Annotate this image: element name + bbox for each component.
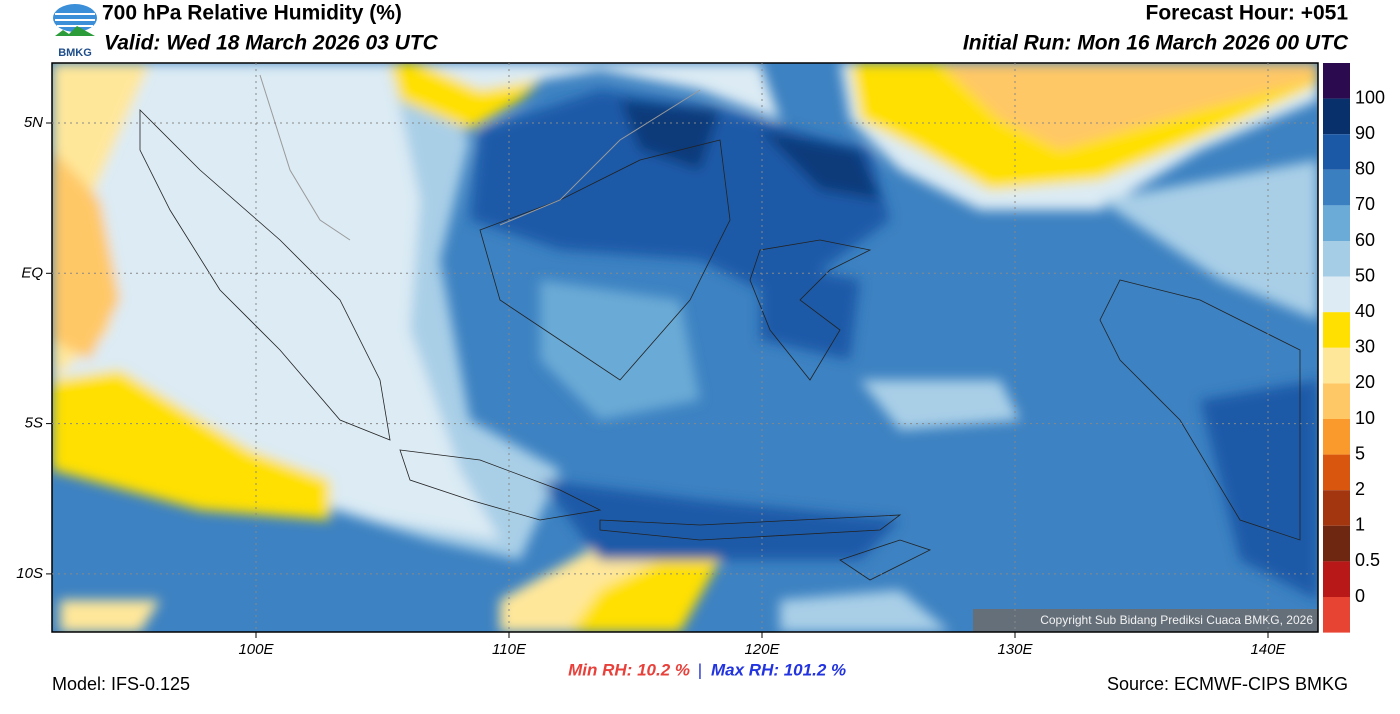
colorbar-label: 20 (1355, 372, 1375, 392)
colorbar: 100 90 80 70 60 50 40 30 20 10 5 2 1 0.5 0 (1323, 63, 1385, 633)
valid-time: Valid: Wed 18 March 2026 03 UTC (104, 32, 439, 55)
forecast-hour: Forecast Hour: +051 (1146, 2, 1349, 25)
source: Source: ECMWF-CIPS BMKG (1107, 674, 1348, 694)
lon-label: 100E (238, 641, 274, 658)
colorbar-label: 5 (1355, 443, 1365, 463)
map-frame (51, 62, 1319, 633)
lat-label: 5S (25, 415, 43, 432)
initial-run: Initial Run: Mon 16 March 2026 00 UTC (963, 32, 1349, 55)
lon-label: 140E (1250, 641, 1286, 658)
copyright: Copyright Sub Bidang Prediksi Cuaca BMKG… (1040, 613, 1313, 627)
lat-label: 10S (16, 565, 43, 582)
lon-label: 120E (744, 641, 780, 658)
colorbar-label: 90 (1355, 123, 1375, 143)
colorbar-label: 60 (1355, 230, 1375, 250)
axes: 5N EQ 5S 10S 100E 110E 120E 130E 140E (16, 63, 1318, 658)
colorbar-label: 80 (1355, 159, 1375, 179)
title: 700 hPa Relative Humidity (%) (102, 2, 402, 25)
humidity-field (52, 63, 1318, 632)
model: Model: IFS-0.125 (52, 674, 190, 694)
min-rh: Min RH: 10.2 % (568, 660, 690, 679)
colorbar-label: 30 (1355, 337, 1375, 357)
colorbar-label: 0.5 (1355, 550, 1380, 570)
colorbar-label: 10 (1355, 408, 1375, 428)
lon-label: 130E (997, 641, 1033, 658)
colorbar-label: 50 (1355, 265, 1375, 285)
colorbar-label: 40 (1355, 301, 1375, 321)
colorbar-label: 70 (1355, 194, 1375, 214)
lat-label: EQ (21, 264, 43, 281)
colorbar-label: 0 (1355, 586, 1365, 606)
lon-label: 110E (492, 641, 527, 658)
max-rh: Max RH: 101.2 % (711, 660, 846, 679)
logo: BMKG (53, 4, 97, 59)
lat-label: 5N (24, 114, 43, 131)
colorbar-label: 100 (1355, 87, 1385, 107)
colorbar-label: 1 (1355, 515, 1365, 535)
colorbar-label: 2 (1355, 479, 1365, 499)
logo-text: BMKG (58, 47, 92, 59)
separator: | (698, 660, 702, 679)
